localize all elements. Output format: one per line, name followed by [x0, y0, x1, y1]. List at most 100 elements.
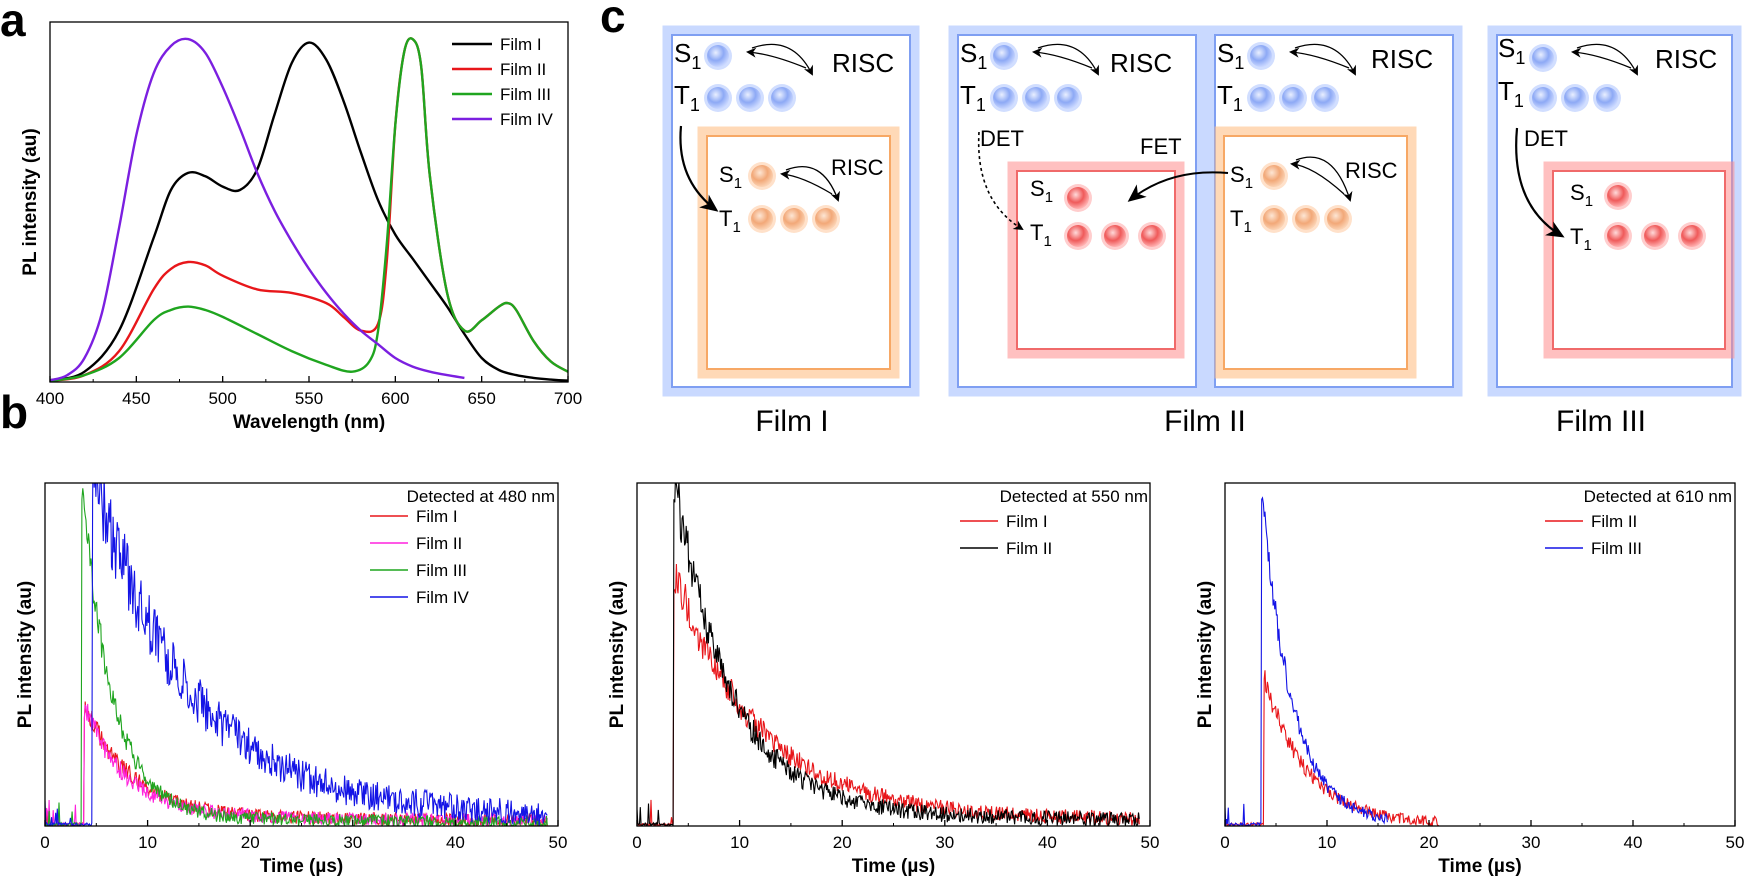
acceptor-box — [697, 126, 900, 379]
x-tick-label: 40 — [1624, 833, 1643, 852]
orange-exciton-dot — [1295, 208, 1317, 230]
plot-frame — [44, 482, 559, 827]
x-tick-label: 30 — [1522, 833, 1541, 852]
x-tick-label: 20 — [1420, 833, 1439, 852]
x-tick-label: 10 — [730, 833, 749, 852]
acceptor-box-inner — [706, 135, 891, 370]
series-line-film-i — [50, 41, 568, 382]
x-tick-label: 50 — [1726, 833, 1745, 852]
blue-exciton-dot — [1057, 87, 1079, 109]
risc-label: RISC — [1371, 44, 1433, 74]
x-tick-label: 30 — [343, 833, 362, 852]
series-line-film-ii — [1225, 670, 1440, 826]
s1-label: S1 — [960, 38, 987, 73]
emitter-box-inner — [1016, 170, 1176, 350]
s1-label: S1 — [1498, 33, 1525, 68]
blue-exciton-dot — [993, 45, 1015, 67]
legend-entry: Film IV — [500, 110, 554, 129]
acceptor-box — [1214, 126, 1417, 379]
isc-arrow — [1032, 47, 1093, 69]
t1-label: T1 — [960, 80, 986, 115]
risc-label: RISC — [832, 48, 894, 78]
t1-label: T1 — [1570, 224, 1592, 254]
risc-arrow — [785, 165, 840, 202]
t1-label: T1 — [674, 80, 700, 115]
legend-entry: Film II — [500, 60, 546, 79]
legend-entry: Film II — [416, 534, 462, 553]
det-label: DET — [980, 126, 1024, 151]
donor-box-left-inner — [957, 34, 1197, 388]
film-ii-diagram — [948, 25, 1463, 397]
s1-label: S1 — [1217, 38, 1244, 73]
chart-b1: 0 10 20 30 40 50 Time (µs) PL intensity (au) Det… — [15, 482, 567, 877]
x-tick-label: 40 — [446, 833, 465, 852]
detection-annotation: Detected at 610 nm — [1584, 487, 1732, 506]
acceptor-box-inner — [1223, 135, 1408, 370]
donor-box-left — [948, 25, 1206, 397]
blue-exciton-dot — [1532, 47, 1554, 69]
blue-exciton-dot — [1250, 87, 1272, 109]
legend-entry: Film II — [1591, 512, 1637, 531]
emitter-box-inner — [1552, 170, 1726, 350]
risc-arrow — [751, 43, 813, 76]
chart-b3: 0 10 20 30 40 50 Time (µs) PL intensity (au) Det… — [1195, 482, 1745, 877]
donor-box-inner — [671, 34, 911, 388]
y-axis-label: PL intensity (au) — [1195, 581, 1216, 728]
red-exciton-dot — [1067, 225, 1089, 247]
x-tick-label: 650 — [467, 389, 495, 408]
orange-exciton-dot — [1263, 165, 1285, 187]
isc-arrow — [746, 47, 807, 69]
red-exciton-dot — [1644, 225, 1666, 247]
x-tick-label: 450 — [122, 389, 150, 408]
x-axis-label: Wavelength (nm) — [233, 412, 385, 433]
x-tick-label: 10 — [1318, 833, 1337, 852]
detection-annotation: Detected at 480 nm — [407, 487, 555, 506]
blue-exciton-dot — [739, 87, 761, 109]
red-exciton-dot — [1141, 225, 1163, 247]
legend-entry: Film I — [1006, 512, 1048, 531]
isc-arrow — [780, 169, 833, 195]
plot-frame — [49, 21, 569, 383]
legend-entry: Film III — [500, 85, 551, 104]
series-group — [637, 483, 1140, 826]
x-tick-label: 400 — [36, 389, 64, 408]
blue-exciton-dot — [1282, 87, 1304, 109]
blue-exciton-dot — [1314, 87, 1336, 109]
series-group — [1225, 496, 1440, 826]
fet-arrow — [1127, 171, 1229, 202]
legend-entry: Film IV — [416, 588, 470, 607]
blue-exciton-dot — [993, 87, 1015, 109]
series-group — [45, 483, 548, 826]
t1-label: T1 — [1217, 80, 1243, 115]
panel-letter-a: a — [0, 0, 26, 46]
caption-film-i: Film I — [755, 405, 828, 438]
x-tick-label: 10 — [138, 833, 157, 852]
t1-label: T1 — [1498, 76, 1524, 111]
x-tick-label: 0 — [40, 833, 49, 852]
red-exciton-dot — [1607, 225, 1629, 247]
panel-letter-c: c — [600, 0, 626, 42]
series-group — [50, 37, 568, 382]
series-line-film-iii — [50, 37, 568, 382]
x-tick-label: 40 — [1038, 833, 1057, 852]
y-axis-label: PL intensity (au) — [607, 581, 628, 728]
series-line-film-ii — [637, 483, 1140, 826]
isc-arrow — [1290, 159, 1345, 195]
orange-exciton-dot — [1327, 208, 1349, 230]
isc-arrow — [1289, 47, 1350, 69]
emitter-box — [1543, 161, 1735, 359]
det-label: DET — [1524, 126, 1568, 151]
caption-film-ii: Film II — [1164, 405, 1246, 438]
series-line-film-iii — [1225, 496, 1388, 826]
y-axis-label: PL intensity (au) — [20, 128, 41, 275]
s1-label: S1 — [1230, 162, 1253, 192]
s1-label: S1 — [1570, 180, 1593, 210]
energy-transfer-arrow — [679, 125, 719, 212]
risc-arrow — [1294, 43, 1356, 76]
blue-exciton-dot — [1596, 87, 1618, 109]
chart-b2: 0 10 20 30 40 50 Time (µs) PL intensity (au) Det… — [607, 482, 1159, 877]
blue-exciton-dot — [1025, 87, 1047, 109]
chart-a: 400 450 500 550 600 650 700 Wavelength (nm) PL i… — [20, 21, 582, 433]
blue-exciton-dot — [771, 87, 793, 109]
